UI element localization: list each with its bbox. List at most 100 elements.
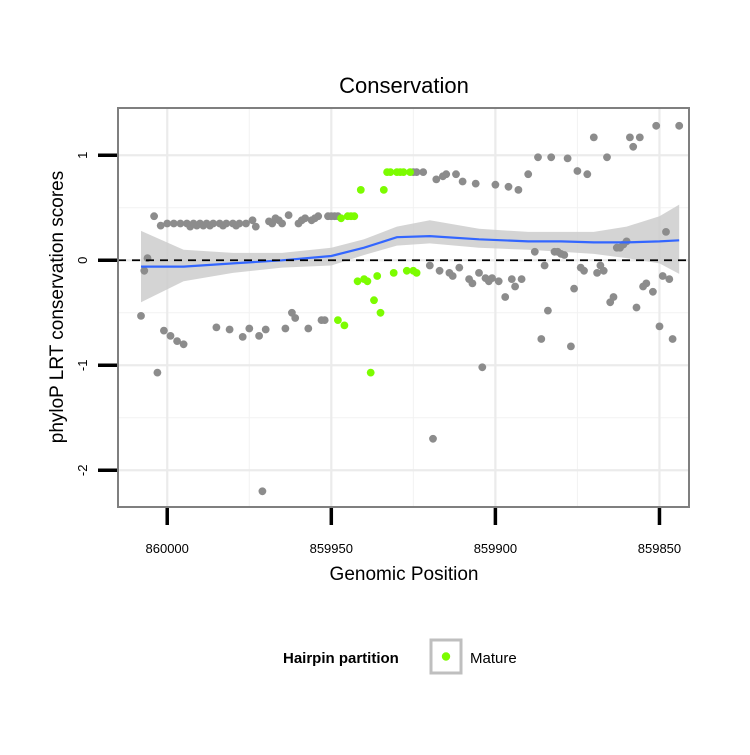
data-point-other bbox=[563, 154, 572, 163]
data-point-other bbox=[314, 212, 323, 221]
data-point-other bbox=[675, 121, 684, 130]
data-point-other bbox=[225, 325, 234, 334]
legend-entry-mature: Mature bbox=[470, 650, 517, 667]
data-point-other bbox=[212, 323, 221, 332]
data-point-other bbox=[567, 342, 575, 351]
y-axis-label: phyloP LRT conservation scores bbox=[47, 171, 68, 444]
x-tick-label: 859850 bbox=[638, 541, 681, 556]
data-point-other bbox=[524, 170, 533, 179]
data-point-other bbox=[478, 363, 487, 372]
data-point-other bbox=[238, 333, 247, 341]
data-point-other bbox=[534, 153, 542, 162]
data-point-other bbox=[278, 219, 286, 228]
plot-background bbox=[118, 108, 689, 507]
y-tick-label: -2 bbox=[75, 465, 90, 477]
data-point-other bbox=[629, 142, 638, 151]
data-point-other bbox=[251, 222, 260, 231]
data-point-other bbox=[150, 212, 159, 221]
data-point-other bbox=[291, 314, 300, 322]
data-point-other bbox=[468, 279, 477, 288]
data-point-other bbox=[432, 175, 441, 184]
data-point-other bbox=[255, 332, 263, 340]
data-point-other bbox=[583, 170, 592, 179]
data-point-other bbox=[517, 275, 526, 283]
data-point-other bbox=[429, 434, 437, 443]
data-point-other bbox=[258, 487, 267, 496]
data-point-other bbox=[668, 335, 677, 343]
data-point-mature bbox=[399, 168, 408, 177]
data-point-other bbox=[504, 182, 513, 191]
x-tick-label: 860000 bbox=[146, 541, 189, 556]
data-point-mature bbox=[406, 168, 414, 177]
x-axis-label: Genomic Position bbox=[330, 564, 479, 585]
data-point-other bbox=[261, 325, 270, 334]
data-point-other bbox=[649, 287, 657, 296]
data-point-other bbox=[160, 326, 168, 335]
data-point-mature bbox=[353, 277, 362, 286]
data-point-other bbox=[491, 180, 500, 189]
data-point-mature bbox=[366, 368, 375, 377]
data-point-other bbox=[609, 293, 618, 301]
legend-title: Hairpin partition bbox=[283, 650, 399, 667]
data-point-other bbox=[245, 324, 254, 333]
legend-key-mature-point bbox=[441, 652, 451, 661]
data-point-other bbox=[642, 279, 651, 288]
y-tick-label: 0 bbox=[75, 257, 90, 264]
data-point-other bbox=[475, 269, 483, 277]
data-point-other bbox=[448, 272, 457, 280]
data-point-other bbox=[169, 219, 178, 228]
data-point-other bbox=[222, 219, 231, 228]
x-tick-label: 859950 bbox=[310, 541, 353, 556]
data-point-other bbox=[537, 335, 546, 343]
plot-border bbox=[117, 107, 690, 508]
data-point-other bbox=[156, 221, 165, 230]
data-point-other bbox=[544, 306, 552, 315]
data-point-other bbox=[435, 266, 444, 275]
data-point-other bbox=[511, 282, 519, 291]
data-point-mature bbox=[337, 214, 345, 223]
data-point-other bbox=[570, 284, 578, 293]
data-point-mature bbox=[412, 269, 421, 277]
data-point-mature bbox=[350, 212, 359, 221]
legend: Hairpin partition Mature bbox=[283, 638, 517, 675]
y-tick-label: -1 bbox=[75, 360, 90, 372]
data-point-other bbox=[507, 275, 516, 283]
data-point-other bbox=[209, 219, 218, 228]
data-point-other bbox=[137, 312, 145, 320]
data-point-other bbox=[599, 266, 608, 275]
data-point-other bbox=[635, 133, 644, 142]
data-point-mature bbox=[386, 168, 395, 177]
data-point-other bbox=[153, 368, 162, 377]
smooth-trend-line bbox=[141, 234, 680, 268]
data-point-mature bbox=[373, 272, 382, 280]
data-point-other bbox=[412, 168, 421, 177]
plot-area: 860000 859950 859900 859850 -2 -1 0 1 bbox=[75, 107, 690, 556]
y-tick-label: 1 bbox=[75, 152, 90, 159]
data-point-other bbox=[494, 277, 503, 286]
data-point-mature bbox=[402, 266, 411, 275]
data-point-other bbox=[173, 337, 182, 345]
data-point-other bbox=[242, 219, 250, 228]
confidence-ribbon bbox=[141, 204, 680, 303]
data-point-other bbox=[632, 303, 641, 312]
data-point-mature bbox=[363, 277, 372, 286]
data-point-other bbox=[662, 228, 670, 236]
data-point-other bbox=[589, 133, 598, 142]
data-point-other bbox=[560, 251, 569, 259]
data-point-other bbox=[501, 293, 510, 301]
x-tick-label: 859900 bbox=[474, 541, 517, 556]
data-point-mature bbox=[370, 296, 378, 305]
data-point-other bbox=[540, 261, 549, 270]
chart-title: Conservation bbox=[339, 73, 469, 98]
data-point-other bbox=[603, 153, 611, 162]
data-point-other bbox=[140, 266, 149, 275]
data-point-mature bbox=[340, 321, 349, 330]
data-point-other bbox=[626, 133, 634, 142]
data-point-other bbox=[442, 170, 451, 179]
data-point-other bbox=[458, 177, 467, 186]
data-point-other bbox=[301, 214, 309, 223]
data-point-mature bbox=[379, 186, 388, 194]
data-point-other bbox=[573, 167, 582, 175]
